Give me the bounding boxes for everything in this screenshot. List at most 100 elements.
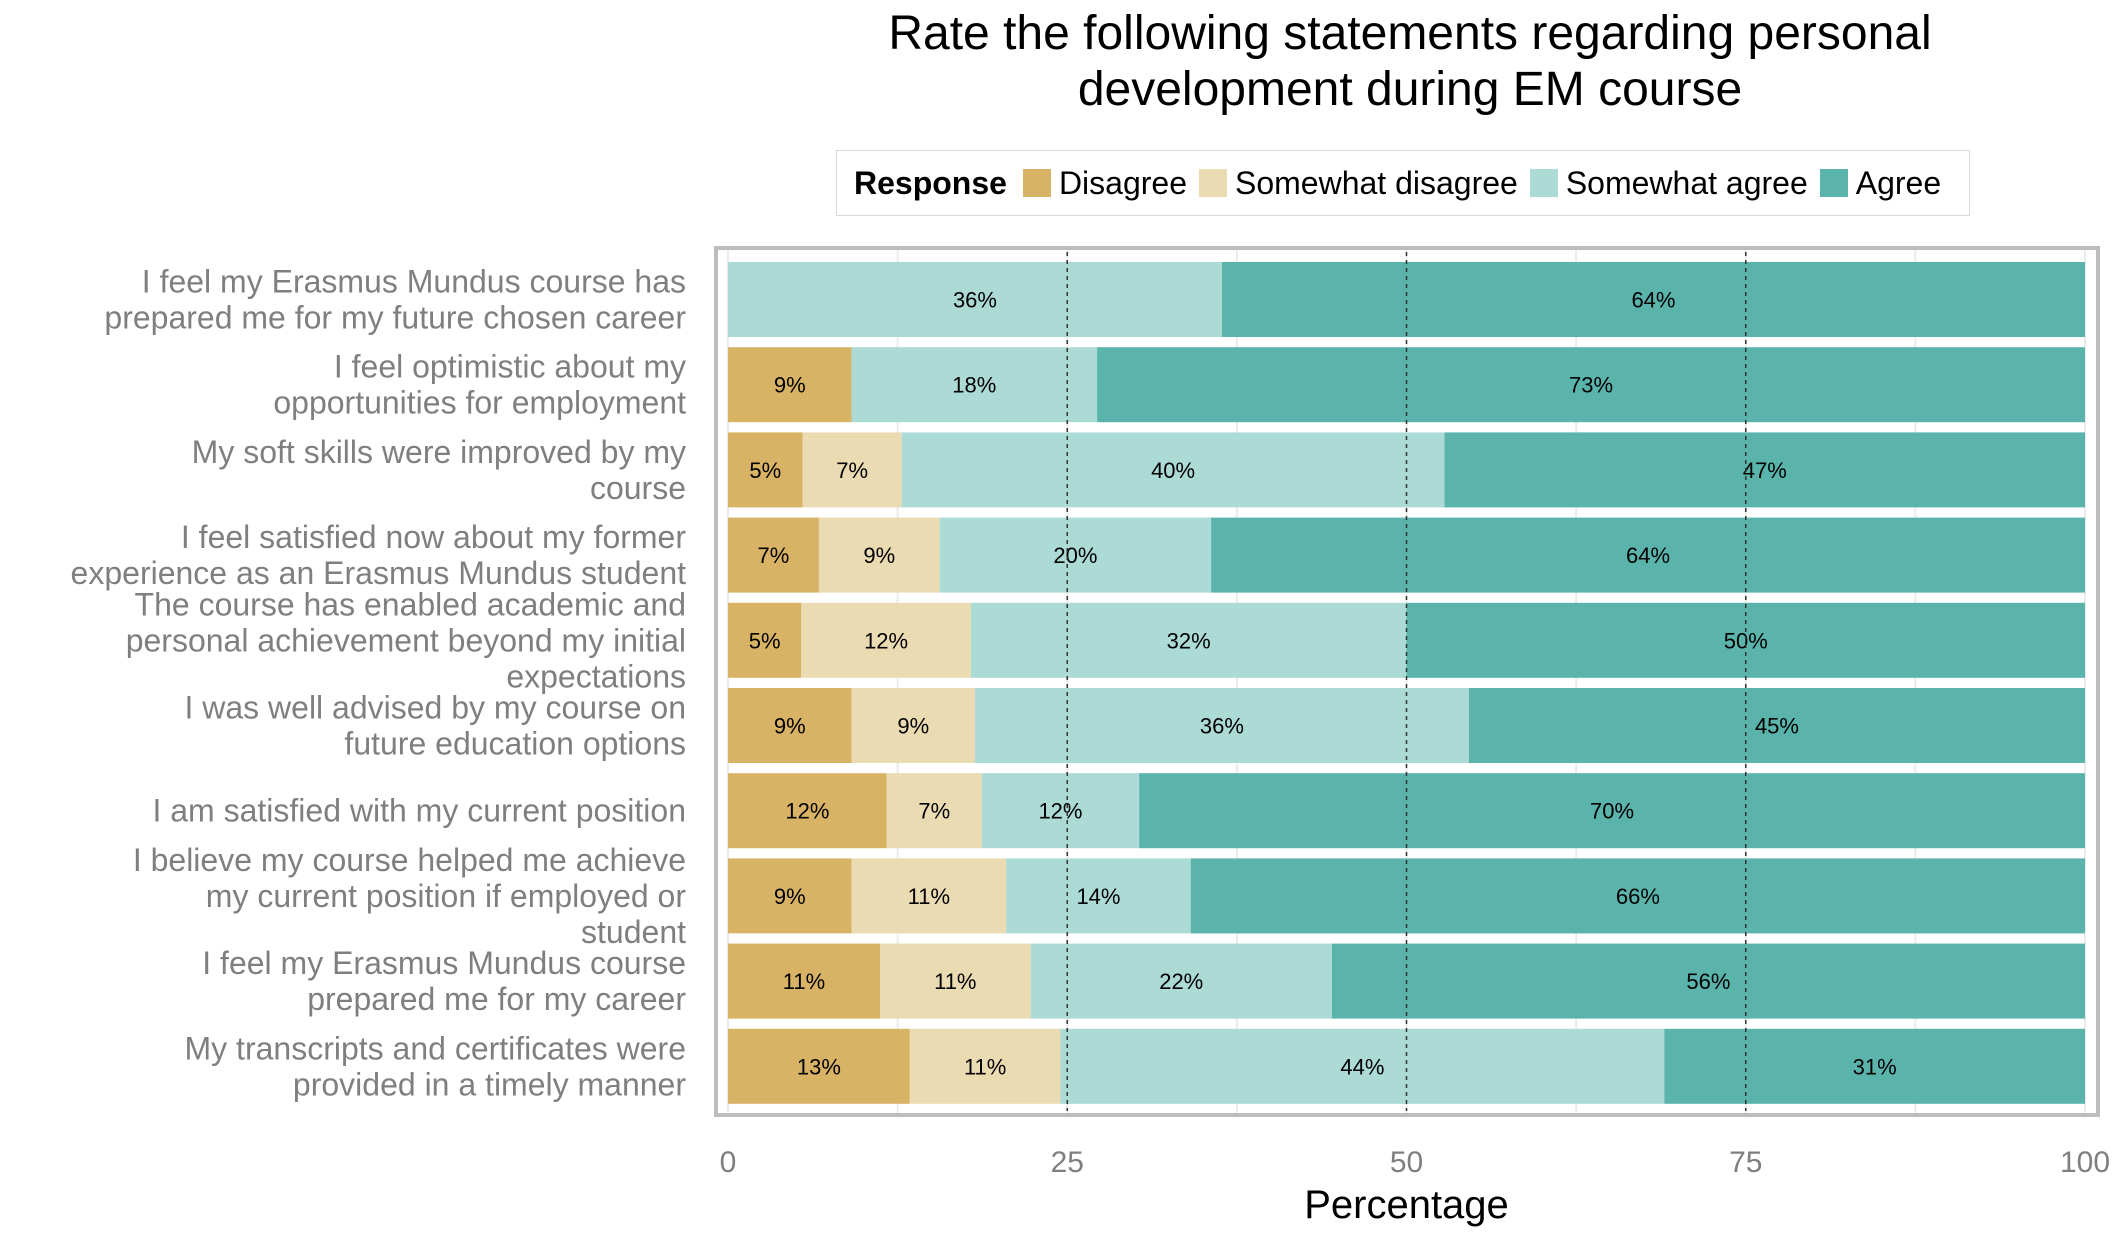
bar-somewhat-disagree (802, 432, 902, 508)
data-label-somewhat-disagree: 7% (836, 458, 868, 483)
chart-title: Rate the following statements regarding … (700, 6, 2120, 118)
category-label: I am satisfied with my current position (152, 793, 686, 829)
bar-somewhat-agree (901, 432, 1445, 508)
data-label-somewhat-agree: 44% (1340, 1054, 1384, 1079)
bar-row-4: 7% 9% 20% 64% (728, 517, 2085, 593)
x-tick-label: 25 (1051, 1146, 1084, 1179)
category-label: I believe my course helped me achieve my … (133, 842, 687, 950)
bar-disagree (728, 517, 819, 593)
x-tick-label: 75 (1729, 1146, 1762, 1179)
data-label-somewhat-disagree: 11% (964, 1054, 1006, 1079)
category-label-line: My soft skills were improved by my (192, 434, 686, 470)
data-label-disagree: 12% (785, 799, 829, 824)
bar-somewhat-agree (974, 688, 1469, 763)
bar-disagree (728, 432, 803, 508)
category-label-line: personal achievement beyond my initial (126, 622, 686, 658)
bar-somewhat-agree (1030, 943, 1332, 1019)
bar-agree (1331, 943, 2085, 1019)
data-label-disagree: 9% (774, 714, 806, 739)
x-tick-label: 50 (1390, 1146, 1423, 1179)
category-label: I was well advised by my course on future… (184, 690, 686, 762)
category-label: My soft skills were improved by my course (192, 434, 686, 506)
bar-row-9: 11% 11% 22% 56% (728, 943, 2085, 1019)
bar-agree (1444, 432, 2085, 508)
bar-disagree (728, 347, 852, 423)
legend-item-somewhat-disagree: Somewhat disagree (1199, 165, 1518, 202)
bar-agree (1664, 1028, 2085, 1104)
data-label-agree: 45% (1755, 714, 1799, 739)
data-label-disagree: 5% (749, 458, 781, 483)
bar-row-10: 13% 11% 44% 31% (728, 1028, 2085, 1104)
category-label-line: student (581, 914, 686, 950)
legend-label-agree: Agree (1855, 164, 1942, 201)
x-tick-label: 0 (720, 1146, 737, 1179)
category-label-line: I feel satisfied now about my former (181, 519, 686, 555)
bar-somewhat-disagree (818, 517, 940, 593)
legend-swatch-agree (1819, 169, 1848, 197)
bar-somewhat-agree (970, 602, 1407, 678)
category-label-line: future education options (344, 726, 686, 762)
data-label-disagree: 9% (774, 884, 806, 909)
data-label-somewhat-disagree: 12% (864, 628, 908, 653)
bar-somewhat-agree (981, 773, 1140, 849)
x-tick-label: 100 (2060, 1146, 2110, 1179)
category-label: I feel optimistic about my opportunities … (273, 349, 686, 421)
category-label-line: course (590, 470, 686, 506)
category-label-line: I feel optimistic about my (334, 349, 686, 385)
bar-disagree (728, 858, 852, 934)
legend-swatch-somewhat-disagree (1199, 169, 1227, 197)
category-label-line: prepared me for my career (307, 981, 686, 1017)
bar-somewhat-disagree (886, 773, 982, 849)
category-label-line: opportunities for employment (273, 385, 686, 421)
bar-somewhat-agree (728, 262, 1222, 337)
bar-agree (1468, 688, 2085, 763)
category-label-line: I feel my Erasmus Mundus course (202, 945, 686, 981)
category-label-line: I feel my Erasmus Mundus course has (142, 264, 686, 300)
chart-title-line-2: development during EM course (1077, 63, 1743, 116)
data-label-agree: 70% (1590, 799, 1634, 824)
data-label-disagree: 5% (749, 628, 781, 653)
bar-somewhat-agree (851, 347, 1098, 423)
category-label: The course has enabled academic and perso… (126, 586, 686, 694)
data-label-somewhat-agree: 14% (1076, 884, 1120, 909)
data-label-agree: 64% (1631, 288, 1675, 313)
bar-somewhat-disagree (879, 943, 1031, 1019)
bar-row-6: 9% 9% 36% 45% (728, 688, 2085, 763)
bar-agree (1190, 858, 2085, 934)
category-label: I feel my Erasmus Mundus course has prepa… (104, 264, 686, 336)
bar-somewhat-agree (939, 517, 1212, 593)
data-label-disagree: 9% (774, 373, 806, 398)
bar-agree (1097, 347, 2085, 423)
data-label-somewhat-agree: 18% (952, 373, 996, 398)
category-label-line: I believe my course helped me achieve (133, 842, 686, 878)
x-axis-title: Percentage (1304, 1183, 1509, 1227)
data-label-agree: 64% (1626, 543, 1670, 568)
data-label-somewhat-agree: 20% (1053, 543, 1097, 568)
data-label-disagree: 7% (758, 543, 790, 568)
category-label-line: provided in a timely manner (293, 1066, 686, 1102)
data-label-agree: 66% (1616, 884, 1660, 909)
category-label-line: experience as an Erasmus Mundus student (71, 555, 687, 591)
data-label-somewhat-disagree: 9% (897, 714, 929, 739)
bar-disagree (728, 773, 887, 849)
category-label-line: I am satisfied with my current position (152, 793, 686, 829)
legend-label-somewhat-disagree: Somewhat disagree (1235, 164, 1518, 201)
bar-somewhat-disagree (801, 602, 971, 678)
data-label-somewhat-agree: 12% (1038, 799, 1082, 824)
legend-title: Response (854, 164, 1007, 201)
data-label-somewhat-disagree: 11% (934, 969, 976, 994)
legend-item-somewhat-agree: Somewhat agree (1529, 165, 1808, 202)
legend-swatch-somewhat-agree (1529, 169, 1558, 197)
data-label-somewhat-disagree: 11% (908, 884, 950, 909)
bar-somewhat-agree (1006, 858, 1191, 934)
bar-somewhat-agree (1060, 1028, 1665, 1104)
data-label-agree: 47% (1743, 458, 1787, 483)
bar-agree (1139, 773, 2085, 849)
data-label-agree: 56% (1686, 969, 1730, 994)
bar-somewhat-disagree (851, 858, 1007, 934)
category-label: I feel my Erasmus Mundus course prepared … (202, 945, 686, 1017)
bar-row-5: 5% 12% 32% 50% (728, 602, 2085, 678)
bar-row-2: 9% 18% 73% (728, 347, 2085, 423)
data-label-somewhat-disagree: 7% (918, 799, 950, 824)
legend-item-agree: Agree (1819, 164, 1942, 202)
